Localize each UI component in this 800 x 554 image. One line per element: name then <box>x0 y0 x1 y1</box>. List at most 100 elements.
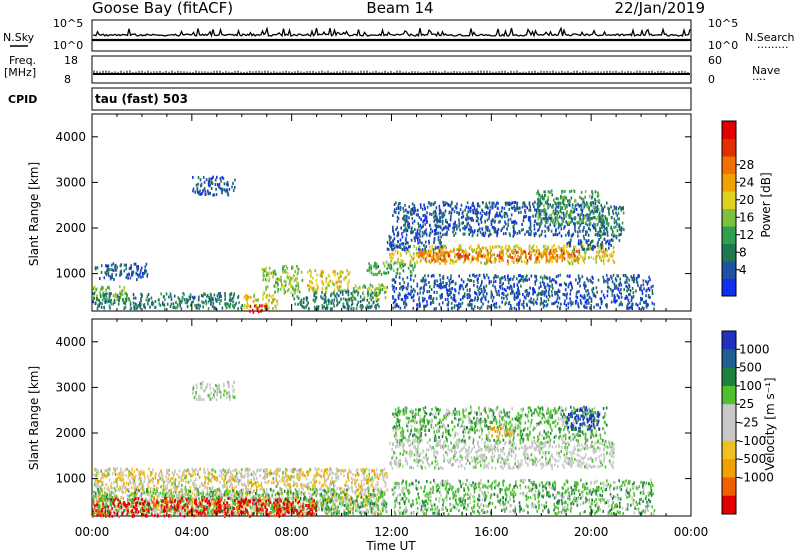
heatmap-cell-power-6 <box>266 285 269 289</box>
heatmap-cell-power-3 <box>207 192 210 196</box>
heatmap-cell-velocity-0 <box>331 476 333 480</box>
nave-tick-high: 60 <box>708 54 722 67</box>
heatmap-cell-power-11 <box>512 249 514 253</box>
heatmap-cell-power-15 <box>432 211 435 215</box>
heatmap-cell-power-2 <box>104 298 107 302</box>
heatmap-cell-power-18 <box>454 304 456 308</box>
heatmap-cell-power-15 <box>397 217 400 221</box>
heatmap-cell-power-2 <box>213 293 216 297</box>
heatmap-cell-power-3 <box>207 183 210 187</box>
heatmap-cell-velocity-0 <box>272 472 274 476</box>
heatmap-cell-power-16 <box>569 211 572 215</box>
heatmap-cell-power-18 <box>458 302 460 306</box>
heatmap-cell-velocity-0 <box>327 494 329 498</box>
heatmap-cell-velocity-0 <box>348 487 351 491</box>
heatmap-cell-power-18 <box>418 296 420 300</box>
heatmap-cell-velocity-0 <box>286 488 289 491</box>
heatmap-cell-power-11 <box>472 250 474 253</box>
heatmap-cell-power-15 <box>427 201 430 204</box>
heatmap-cell-power-16 <box>550 189 553 193</box>
heatmap-cell-power-11 <box>534 253 536 257</box>
heatmap-cell-power-2 <box>178 301 181 305</box>
heatmap-cell-power-15 <box>397 204 400 208</box>
heatmap-cell-power-16 <box>558 223 560 227</box>
heatmap-cell-power-18 <box>450 296 452 300</box>
heatmap-cell-power-6 <box>291 285 293 289</box>
heatmap-cell-power-15 <box>534 231 537 235</box>
heatmap-cell-power-2 <box>104 300 106 304</box>
heatmap-cell-power-18 <box>511 291 513 295</box>
heatmap-cell-power-5 <box>260 309 262 313</box>
heatmap-cell-power-15 <box>587 233 590 237</box>
heatmap-cell-power-6 <box>292 275 294 279</box>
heatmap-cell-power-2 <box>99 301 102 305</box>
heatmap-cell-power-15 <box>403 218 405 222</box>
heatmap-cell-power-15 <box>447 203 450 207</box>
heatmap-cell-power-13 <box>409 245 411 249</box>
heatmap-cell-power-15 <box>436 220 438 224</box>
heatmap-cell-power-1 <box>102 286 105 290</box>
heatmap-cell-power-18 <box>547 298 550 302</box>
heatmap-cell-power-15 <box>406 223 409 227</box>
heatmap-cell-power-2 <box>197 298 200 302</box>
heatmap-cell-power-12 <box>434 259 437 263</box>
heatmap-cell-power-1 <box>99 291 101 295</box>
heatmap-cell-power-12 <box>453 249 455 252</box>
heatmap-cell-power-11 <box>601 244 604 248</box>
heatmap-cell-power-18 <box>433 307 436 311</box>
heatmap-cell-power-2 <box>158 302 161 306</box>
heatmap-cell-power-16 <box>595 206 597 209</box>
heatmap-cell-power-16 <box>542 197 544 201</box>
heatmap-cell-power-2 <box>145 298 148 302</box>
heatmap-cell-power-18 <box>631 296 633 300</box>
heatmap-cell-power-15 <box>606 201 608 205</box>
heatmap-cell-power-2 <box>181 296 184 300</box>
heatmap-cell-power-11 <box>588 247 591 251</box>
heatmap-cell-power-17 <box>615 234 618 238</box>
heatmap-cell-power-15 <box>521 205 524 209</box>
heatmap-cell-power-11 <box>428 245 431 249</box>
heatmap-cell-power-15 <box>522 228 524 231</box>
heatmap-cell-power-11 <box>390 259 393 263</box>
heatmap-cell-power-7 <box>327 274 330 278</box>
heatmap-cell-power-12 <box>436 254 438 258</box>
heatmap-cell-power-18 <box>436 290 438 294</box>
heatmap-cell-power-12 <box>563 249 565 253</box>
heatmap-cell-power-15 <box>442 200 444 204</box>
heatmap-cell-power-9 <box>353 287 355 291</box>
heatmap-cell-power-2 <box>140 302 142 306</box>
heatmap-cell-power-18 <box>645 289 647 293</box>
heatmap-cell-power-15 <box>421 207 424 211</box>
heatmap-cell-power-11 <box>470 260 473 264</box>
heatmap-cell-power-18 <box>653 307 655 311</box>
heatmap-cell-power-18 <box>466 293 469 297</box>
heatmap-cell-power-15 <box>510 213 513 217</box>
heatmap-cell-power-15 <box>600 203 602 207</box>
heatmap-cell-power-15 <box>509 217 512 221</box>
heatmap-cell-velocity-0 <box>148 499 150 503</box>
heatmap-cell-power-18 <box>502 291 505 295</box>
heatmap-cell-power-15 <box>439 219 442 223</box>
heatmap-cell-power-15 <box>468 227 470 231</box>
heatmap-cell-power-15 <box>455 206 458 210</box>
heatmap-cell-power-8 <box>353 289 355 293</box>
heatmap-cell-power-18 <box>463 294 466 298</box>
heatmap-cell-velocity-0 <box>178 482 180 486</box>
heatmap-cell-power-18 <box>418 298 420 302</box>
heatmap-cell-power-16 <box>593 210 595 214</box>
heatmap-cell-velocity-0 <box>152 507 154 511</box>
heatmap-cell-velocity-0 <box>99 503 102 507</box>
heatmap-cell-power-8 <box>359 295 362 299</box>
freq-tick-low: 8 <box>64 73 71 86</box>
heatmap-cell-velocity-0 <box>107 468 109 471</box>
heatmap-cell-power-12 <box>428 259 431 263</box>
heatmap-cell-power-18 <box>629 292 631 296</box>
heatmap-cell-power-17 <box>619 233 621 237</box>
heatmap-cell-power-15 <box>469 228 471 232</box>
heatmap-cell-power-2 <box>116 294 119 298</box>
heatmap-cell-velocity-0 <box>96 482 98 486</box>
heatmap-cell-power-15 <box>441 219 444 223</box>
heatmap-cell-power-18 <box>416 303 418 307</box>
heatmap-cell-power-18 <box>575 295 578 299</box>
heatmap-cell-power-2 <box>197 303 200 307</box>
